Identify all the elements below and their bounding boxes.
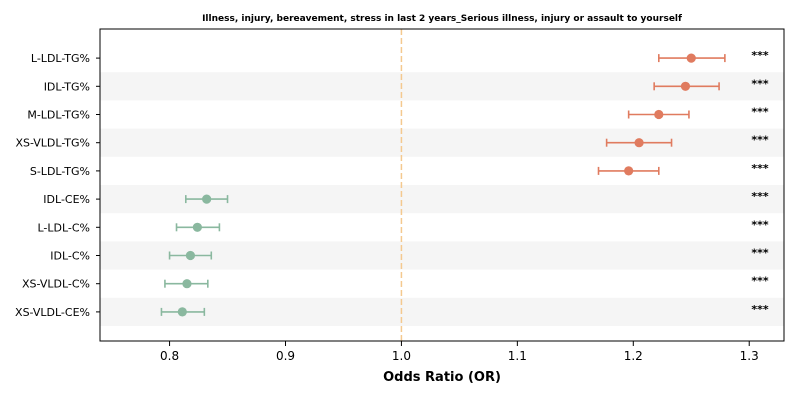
significance-marker: ***	[751, 303, 769, 316]
data-rows: L-LDL-TG% ***IDL-TG% ***M-LDL-TG% ***XS-VLD…	[15, 49, 769, 319]
significance-marker: ***	[751, 134, 769, 147]
row-band	[100, 241, 784, 270]
x-tick-label: 1.0	[392, 349, 411, 363]
or-point	[202, 194, 212, 204]
row-label: XS-VLDL-TG%	[15, 137, 90, 150]
or-point	[192, 222, 202, 232]
significance-marker: ***	[751, 162, 769, 175]
x-tick-label: 0.9	[276, 349, 295, 363]
plot-frame	[99, 28, 785, 342]
row-label: IDL-TG%	[44, 80, 90, 93]
forest-row: S-LDL-TG% ***	[30, 162, 769, 178]
x-axis: 0.8 0.9 1.0 1.1 1.2 1.3	[160, 341, 759, 363]
significance-marker: ***	[751, 247, 769, 260]
forest-row: IDL-TG% ***	[44, 77, 769, 93]
significance-marker: ***	[751, 218, 769, 231]
significance-marker: ***	[751, 106, 769, 119]
significance-marker: ***	[751, 190, 769, 203]
forest-row: M-LDL-TG% ***	[27, 106, 769, 122]
x-tick-label: 1.1	[508, 349, 527, 363]
forest-row: XS-VLDL-C% ***	[22, 275, 769, 291]
forest-row: IDL-CE% ***	[43, 190, 769, 206]
row-band	[100, 297, 784, 326]
x-tick-label: 1.2	[624, 349, 643, 363]
forest-row: IDL-C% ***	[50, 247, 769, 263]
row-label: XS-VLDL-C%	[22, 278, 90, 291]
row-label: XS-VLDL-CE%	[15, 306, 90, 319]
row-label: IDL-C%	[50, 250, 90, 263]
chart-title: Illness, injury, bereavement, stress in …	[202, 14, 682, 24]
row-label: IDL-CE%	[43, 193, 90, 206]
forest-row: L-LDL-TG% ***	[31, 49, 769, 65]
or-point	[182, 279, 192, 289]
significance-marker: ***	[751, 49, 769, 62]
or-point	[177, 307, 187, 317]
significance-marker: ***	[751, 77, 769, 90]
or-point	[680, 81, 691, 91]
row-label: L-LDL-TG%	[31, 52, 90, 65]
row-label: S-LDL-TG%	[30, 165, 90, 178]
forest-row: L-LDL-C% ***	[37, 218, 768, 234]
row-label: M-LDL-TG%	[27, 109, 90, 122]
x-tick-label: 1.3	[740, 349, 759, 363]
forest-row: XS-VLDL-TG% ***	[15, 134, 768, 150]
forest-row: XS-VLDL-CE% ***	[15, 303, 769, 319]
significance-marker: ***	[751, 275, 769, 288]
or-point	[185, 250, 196, 261]
x-axis-label: Odds Ratio (OR)	[383, 370, 501, 385]
or-point	[686, 53, 696, 63]
row-band	[100, 128, 784, 157]
or-point	[624, 166, 634, 176]
x-tick-label: 0.8	[160, 349, 179, 363]
row-label: L-LDL-C%	[37, 221, 90, 234]
or-point	[654, 109, 664, 120]
or-point	[634, 138, 644, 148]
